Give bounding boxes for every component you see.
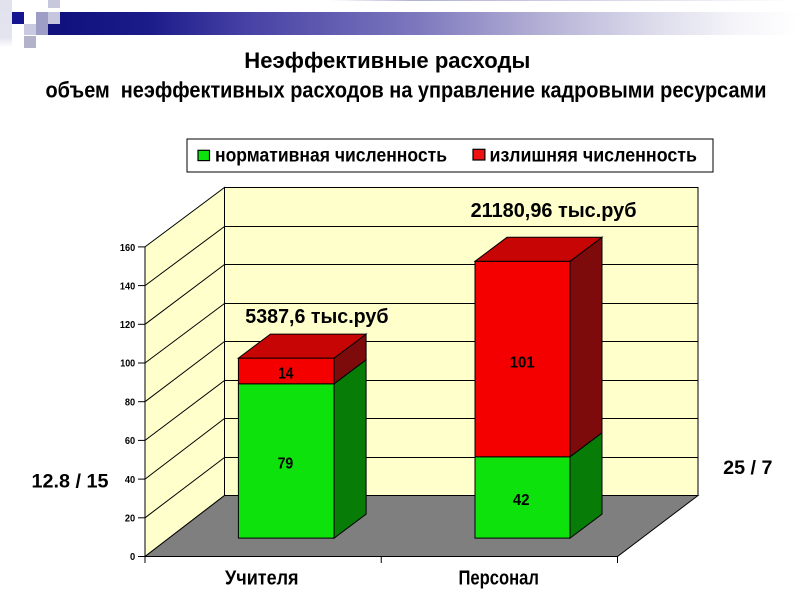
svg-text:5387,6 тыс.руб: 5387,6 тыс.руб — [245, 306, 388, 328]
svg-text:излишняя численность: излишняя численность — [490, 145, 698, 166]
svg-text:40: 40 — [125, 475, 136, 486]
svg-text:100: 100 — [120, 359, 135, 370]
svg-text:140: 140 — [120, 281, 136, 292]
svg-text:20: 20 — [125, 514, 136, 525]
svg-text:79: 79 — [278, 455, 294, 472]
svg-text:Персонал: Персонал — [458, 568, 539, 590]
svg-text:80: 80 — [125, 397, 136, 408]
svg-text:0: 0 — [130, 552, 136, 563]
svg-text:25 / 7: 25 / 7 — [723, 457, 772, 479]
svg-text:14: 14 — [278, 365, 293, 382]
svg-text:120: 120 — [120, 320, 136, 331]
svg-text:160: 160 — [120, 243, 136, 254]
svg-text:21180,96 тыс.руб: 21180,96 тыс.руб — [471, 200, 637, 222]
svg-text:101: 101 — [510, 354, 535, 371]
svg-text:42: 42 — [513, 492, 530, 509]
svg-text:12.8 / 15: 12.8 / 15 — [32, 470, 109, 492]
svg-text:Неэффективные расходы: Неэффективные расходы — [244, 48, 530, 73]
svg-text:нормативная численность: нормативная численность — [215, 145, 447, 166]
svg-text:60: 60 — [125, 436, 136, 447]
svg-text:объем неэффективных расходов: объем неэффективных расходов на управлен… — [46, 78, 767, 103]
svg-text:Учителя: Учителя — [225, 568, 299, 590]
